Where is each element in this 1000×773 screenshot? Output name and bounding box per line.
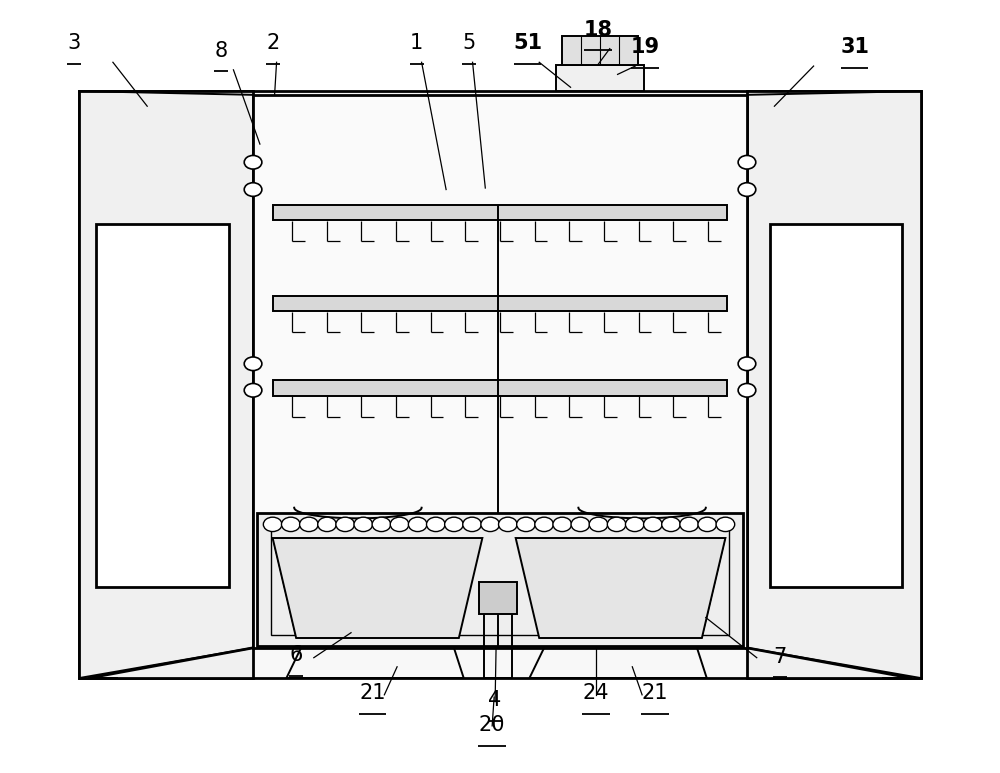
Circle shape bbox=[553, 517, 572, 532]
Text: 51: 51 bbox=[513, 33, 542, 53]
Bar bbox=[479, 582, 517, 614]
Text: 31: 31 bbox=[840, 37, 869, 57]
Bar bbox=[556, 64, 644, 91]
Text: 6: 6 bbox=[289, 645, 303, 666]
Circle shape bbox=[336, 517, 354, 532]
Bar bbox=[79, 91, 253, 678]
Circle shape bbox=[589, 517, 608, 532]
Circle shape bbox=[244, 357, 262, 370]
Bar bbox=[257, 513, 743, 645]
Text: 1: 1 bbox=[410, 33, 423, 53]
Bar bbox=[271, 523, 729, 635]
Circle shape bbox=[300, 517, 318, 532]
Circle shape bbox=[499, 517, 517, 532]
Text: 8: 8 bbox=[214, 41, 227, 61]
Circle shape bbox=[716, 517, 735, 532]
Bar bbox=[747, 91, 921, 678]
Circle shape bbox=[571, 517, 590, 532]
Circle shape bbox=[426, 517, 445, 532]
Bar bbox=[770, 223, 902, 587]
Circle shape bbox=[607, 517, 626, 532]
Polygon shape bbox=[273, 538, 482, 638]
Bar bbox=[79, 91, 921, 678]
Circle shape bbox=[738, 383, 756, 397]
Circle shape bbox=[244, 182, 262, 196]
Bar bbox=[273, 295, 727, 311]
Text: 20: 20 bbox=[479, 715, 505, 735]
Bar bbox=[273, 380, 727, 396]
Circle shape bbox=[738, 155, 756, 169]
Text: 24: 24 bbox=[583, 683, 609, 703]
Text: 21: 21 bbox=[642, 683, 668, 703]
Circle shape bbox=[408, 517, 427, 532]
Circle shape bbox=[281, 517, 300, 532]
Text: 5: 5 bbox=[462, 33, 475, 53]
Bar bbox=[96, 223, 229, 587]
Text: 3: 3 bbox=[67, 33, 80, 53]
Text: 19: 19 bbox=[630, 37, 660, 57]
Text: 7: 7 bbox=[774, 647, 787, 667]
Polygon shape bbox=[516, 538, 725, 638]
Circle shape bbox=[481, 517, 500, 532]
Circle shape bbox=[390, 517, 409, 532]
Circle shape bbox=[372, 517, 391, 532]
Circle shape bbox=[738, 182, 756, 196]
Circle shape bbox=[244, 383, 262, 397]
Bar bbox=[253, 95, 747, 648]
Circle shape bbox=[354, 517, 373, 532]
Text: 21: 21 bbox=[359, 683, 386, 703]
Circle shape bbox=[517, 517, 535, 532]
Circle shape bbox=[463, 517, 481, 532]
Circle shape bbox=[644, 517, 662, 532]
Circle shape bbox=[625, 517, 644, 532]
Circle shape bbox=[698, 517, 717, 532]
Circle shape bbox=[738, 357, 756, 370]
Text: 18: 18 bbox=[584, 19, 612, 39]
Circle shape bbox=[263, 517, 282, 532]
Circle shape bbox=[662, 517, 680, 532]
Circle shape bbox=[680, 517, 698, 532]
Circle shape bbox=[244, 155, 262, 169]
Circle shape bbox=[318, 517, 336, 532]
Text: 4: 4 bbox=[488, 690, 502, 710]
Bar bbox=[273, 205, 727, 220]
Circle shape bbox=[445, 517, 463, 532]
Circle shape bbox=[535, 517, 553, 532]
Text: 2: 2 bbox=[266, 33, 279, 53]
Bar bbox=[562, 36, 638, 64]
